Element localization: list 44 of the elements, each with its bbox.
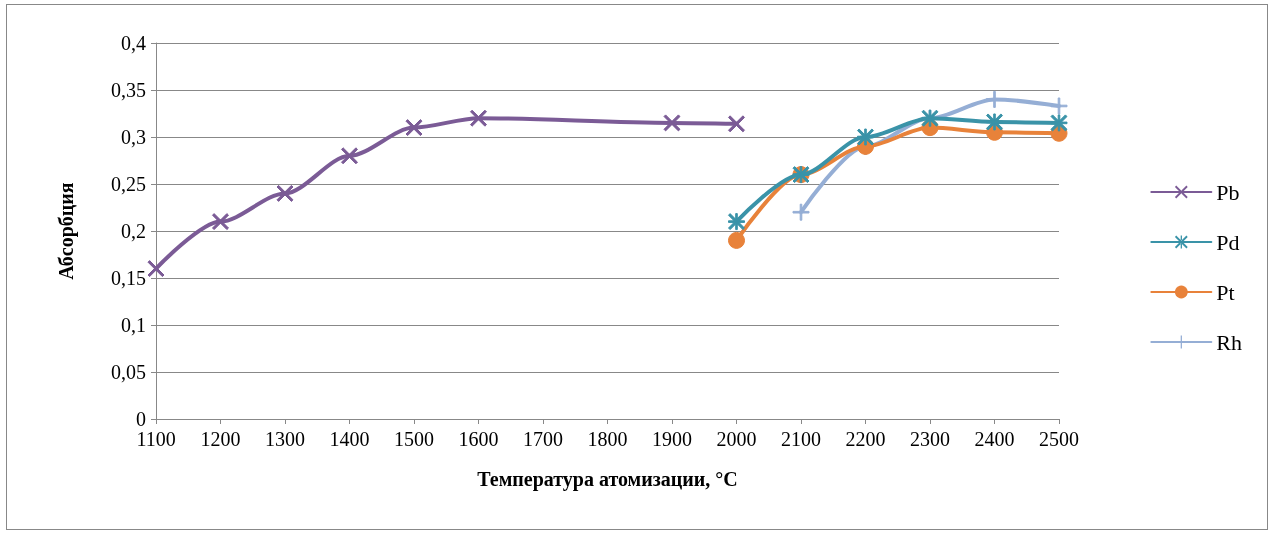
y-tick-label: 0,4 <box>121 32 146 54</box>
x-tick-label: 2300 <box>910 428 950 450</box>
y-tick-label: 0,1 <box>121 314 146 336</box>
legend-label: Pt <box>1216 279 1235 305</box>
y-tick-label: 0,05 <box>111 361 146 383</box>
y-tick-label: 0,25 <box>111 173 146 195</box>
point <box>986 113 1003 131</box>
point <box>212 213 229 231</box>
x-tick-label: 1500 <box>394 428 434 450</box>
x-tick-label: 2000 <box>716 428 757 450</box>
x-tick-label: 1300 <box>265 428 305 450</box>
x-tick-label: 2400 <box>974 428 1015 450</box>
point <box>147 260 165 278</box>
point <box>728 213 745 231</box>
x-tick-label: 1800 <box>587 428 628 450</box>
y-tick-label: 0,35 <box>111 79 146 101</box>
point <box>276 184 294 202</box>
point <box>728 115 745 133</box>
x-tick-label: 1700 <box>523 428 563 450</box>
legend-label: Pd <box>1216 229 1240 255</box>
point <box>792 203 810 221</box>
y-tick-label: 0,3 <box>121 126 146 148</box>
legend-label: Rh <box>1216 329 1243 355</box>
x-tick-label: 1200 <box>200 428 241 450</box>
x-tick-label: 1900 <box>652 428 692 450</box>
point <box>663 114 681 132</box>
legend-label: Pb <box>1216 179 1240 205</box>
x-axis-title: Температура атомизации, °C <box>477 468 738 491</box>
x-tick-label: 2200 <box>845 428 886 450</box>
point <box>405 119 423 137</box>
y-axis-title: Абсорбция <box>55 182 78 280</box>
y-tick-label: 0,2 <box>121 220 146 242</box>
y-tick-label: 0 <box>136 408 146 430</box>
x-tick-label: 1600 <box>458 428 499 450</box>
point <box>728 231 745 249</box>
x-tick-label: 2100 <box>781 428 821 450</box>
point <box>470 109 487 127</box>
y-tick-label: 0,15 <box>111 267 146 289</box>
x-tick-label: 1100 <box>136 428 176 450</box>
x-tick-label: 2500 <box>1039 428 1079 450</box>
point <box>1050 114 1068 132</box>
point <box>341 147 358 165</box>
x-tick-label: 1400 <box>329 428 370 450</box>
point <box>857 128 874 146</box>
